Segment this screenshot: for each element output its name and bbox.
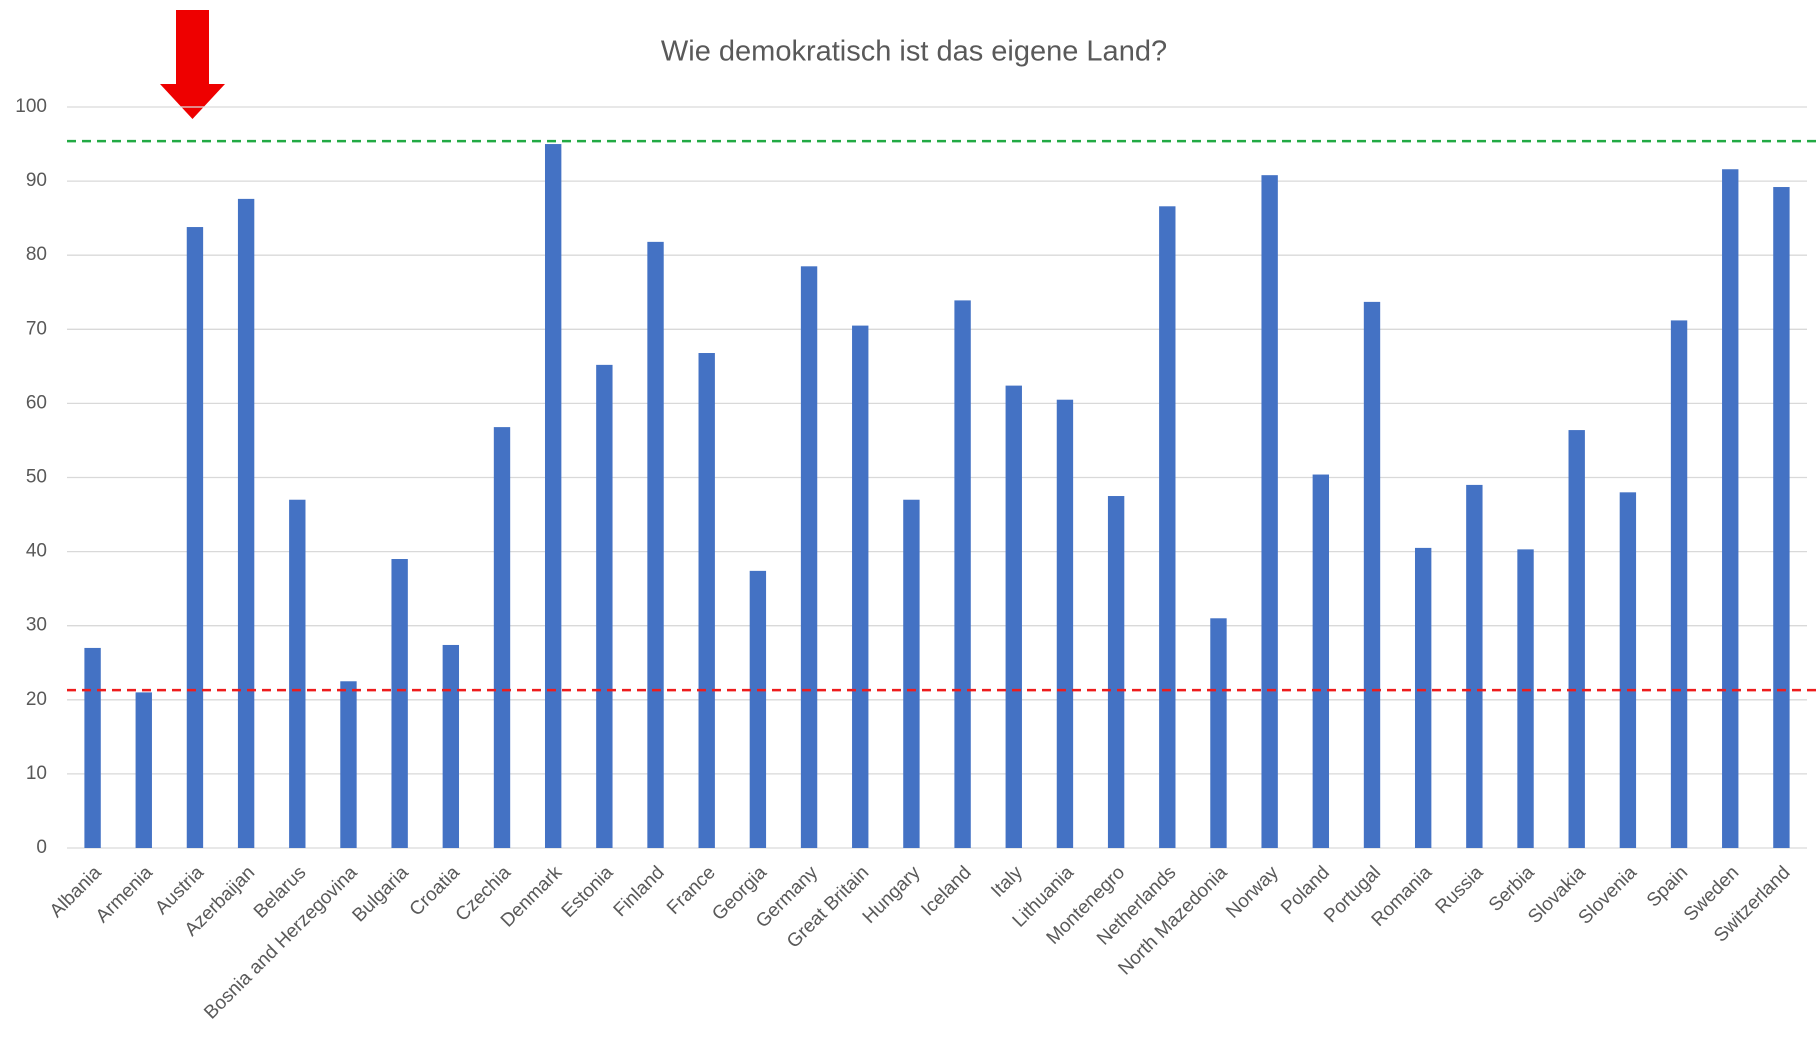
arrow-shaft: [176, 10, 209, 84]
y-tick-label: 20: [26, 689, 47, 710]
bar: [289, 499, 306, 848]
x-tick-label: Italy: [987, 862, 1027, 902]
bar: [1722, 169, 1739, 848]
bar: [596, 364, 613, 848]
y-tick-label: 30: [26, 615, 47, 636]
bar: [1005, 385, 1022, 848]
bar: [903, 499, 920, 848]
x-tick-label: Hungary: [859, 862, 925, 928]
arrow-head: [160, 84, 225, 119]
bar: [84, 647, 101, 848]
bar: [749, 570, 767, 848]
bar: [135, 692, 152, 848]
y-tick-label: 90: [26, 170, 47, 191]
bar: [852, 325, 869, 849]
bar: [1159, 206, 1176, 848]
bar: [1107, 496, 1125, 848]
x-tick-label: Armenia: [92, 862, 157, 927]
y-tick-label: 100: [15, 96, 47, 117]
arrow-annotation: [160, 10, 225, 119]
bar: [237, 198, 255, 848]
bar: [1517, 549, 1534, 848]
bar: [1261, 175, 1278, 848]
bar: [954, 300, 971, 848]
x-tick-label: Spain: [1643, 862, 1692, 911]
bar: [493, 427, 511, 848]
y-tick-label: 40: [26, 541, 47, 562]
bar: [1619, 492, 1637, 848]
y-tick-label: 10: [26, 763, 47, 784]
bar: [340, 681, 357, 848]
bar: [698, 353, 715, 848]
bar: [1773, 187, 1790, 848]
x-tick-label: Russia: [1432, 862, 1488, 918]
bar: [442, 644, 460, 848]
bar: [1670, 320, 1688, 849]
bar: [1414, 547, 1432, 848]
bar: [1210, 618, 1227, 848]
x-tick-label: Iceland: [917, 862, 975, 920]
bar: [1312, 474, 1330, 848]
bar: [1363, 301, 1381, 848]
y-tick-label: 80: [26, 244, 47, 265]
y-tick-label: 0: [36, 837, 47, 858]
chart-title: Wie demokratisch ist das eigene Land?: [661, 36, 1167, 68]
y-tick-label: 60: [26, 392, 47, 413]
bar: [1056, 399, 1074, 848]
bar: [1568, 430, 1585, 848]
bar: [800, 266, 818, 848]
x-tick-label: Norway: [1222, 862, 1283, 923]
x-tick-label: Finland: [610, 862, 669, 921]
bar: [391, 559, 408, 848]
bar: [1466, 484, 1483, 848]
bar: [647, 241, 664, 848]
bar: [544, 144, 562, 849]
bar: [186, 227, 204, 849]
x-tick-label: Estonia: [558, 862, 618, 922]
y-tick-label: 50: [26, 467, 47, 488]
x-tick-label: Bulgaria: [349, 862, 413, 926]
y-tick-label: 70: [26, 318, 47, 339]
